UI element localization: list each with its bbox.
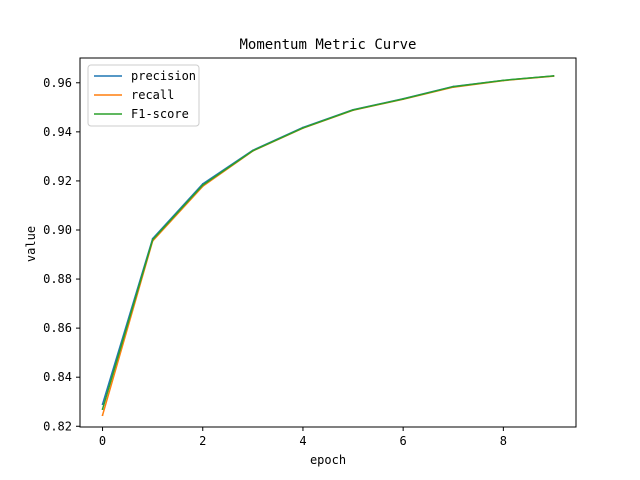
- data-point-f1-score: [552, 75, 555, 77]
- data-point-f1-score: [201, 184, 204, 186]
- x-tick-label: 8: [500, 434, 507, 448]
- x-tick-label: 0: [99, 434, 106, 448]
- data-point-f1-score: [402, 98, 404, 100]
- legend-box: [87, 64, 200, 127]
- y-tick-label: 0.96: [43, 76, 72, 90]
- axes-frame: [79, 57, 577, 428]
- legend-label: F1-score: [131, 107, 189, 121]
- y-axis-label: value: [24, 226, 38, 262]
- y-tick-label: 0.92: [43, 174, 72, 188]
- legend: precision recall F1-score: [87, 64, 200, 127]
- data-point-f1-score: [151, 239, 154, 241]
- data-point-recall: [101, 414, 104, 417]
- legend-label: recall: [131, 88, 174, 102]
- data-point-f1-score: [502, 79, 505, 82]
- y-tick-label: 0.94: [43, 125, 72, 139]
- y-tick-label: 0.88: [43, 272, 72, 286]
- plot-area: [101, 75, 555, 417]
- x-tick-label: 4: [299, 434, 306, 448]
- x-tick-label: 2: [199, 434, 206, 448]
- data-point-f1-score: [252, 149, 254, 152]
- y-tick-label: 0.82: [43, 419, 72, 433]
- data-point-f1-score: [101, 408, 104, 410]
- y-axis: 0.82 0.84 0.86 0.88 0.90 0.92 0.94 0.96: [43, 76, 80, 433]
- y-tick-label: 0.90: [43, 223, 72, 237]
- data-point-f1-score: [452, 85, 455, 88]
- y-tick-label: 0.86: [43, 321, 72, 335]
- data-point-f1-score: [302, 127, 304, 129]
- data-point-precision: [101, 403, 104, 405]
- y-tick-label: 0.84: [43, 370, 72, 384]
- x-tick-label: 6: [400, 434, 407, 448]
- x-axis-label: epoch: [310, 453, 346, 467]
- data-point-f1-score: [352, 109, 354, 111]
- legend-label: precision: [131, 69, 196, 83]
- x-axis: 0 2 4 6 8: [99, 427, 507, 448]
- chart-title: Momentum Metric Curve: [239, 37, 416, 53]
- series-line-f1-score: [101, 75, 555, 411]
